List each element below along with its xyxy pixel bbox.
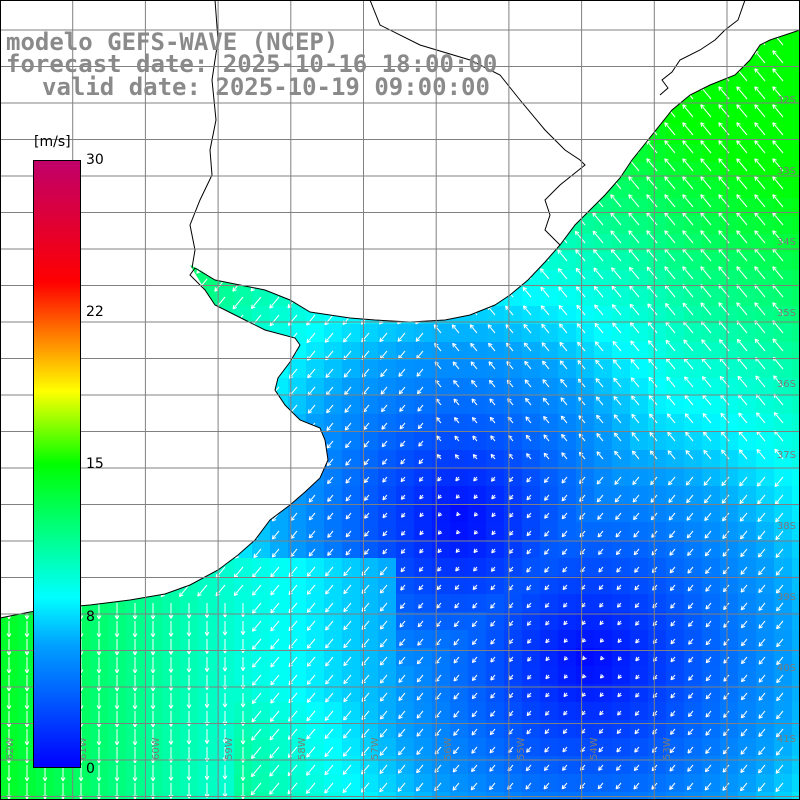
lat-label: 37S [777, 450, 796, 461]
wind-cell [792, 414, 800, 432]
wind-cell [792, 630, 800, 648]
wind-cell [792, 756, 800, 774]
wind-cell [792, 522, 800, 540]
lon-label: 54W [589, 737, 600, 760]
wind-cell [792, 216, 800, 234]
wind-cell [792, 720, 800, 738]
lon-label: 53W [662, 737, 673, 760]
wind-cell [792, 360, 800, 378]
lon-label: 60W [151, 737, 162, 760]
wind-cell [792, 180, 800, 198]
wind-cell [792, 594, 800, 612]
wind-cell [792, 486, 800, 504]
wind-cell [792, 504, 800, 522]
wind-arrow [772, 86, 784, 100]
lat-label: 39S [777, 592, 796, 603]
colorbar-tick: 8 [86, 609, 95, 625]
lat-label: 40S [777, 663, 796, 674]
wind-arrow [736, 104, 748, 118]
wind-arrow [772, 104, 784, 118]
wind-cell [792, 108, 800, 126]
wind-arrow [736, 122, 748, 136]
wind-cell [792, 198, 800, 216]
lon-label: 55W [516, 737, 527, 760]
wind-cell [792, 72, 800, 90]
wind-cell [792, 738, 800, 756]
wind-cell [792, 306, 800, 324]
wind-cell [792, 684, 800, 702]
lon-label: 58W [297, 737, 308, 760]
wind-arrow [754, 86, 766, 100]
wind-arrow [772, 122, 784, 136]
wind-cell [792, 252, 800, 270]
wind-cell [792, 342, 800, 360]
wind-arrow [682, 122, 694, 136]
wind-arrow [700, 122, 712, 136]
wind-arrow [700, 104, 712, 118]
lon-label: 56W [443, 737, 454, 760]
wind-cell [792, 324, 800, 342]
wind-cell [792, 126, 800, 144]
wind-cell [792, 162, 800, 180]
wind-cell [792, 288, 800, 306]
lat-label: 35S [777, 308, 796, 319]
wind-arrow [736, 86, 748, 100]
wind-cell [792, 612, 800, 630]
wind-cell [792, 270, 800, 288]
wind-cell [792, 54, 800, 72]
wind-arrow [772, 50, 784, 64]
wind-cell [792, 648, 800, 666]
valid-date: valid date: 2025-10-19 09:00:00 [42, 73, 490, 101]
wind-arrow [772, 68, 784, 82]
wind-cell [792, 396, 800, 414]
colorbar-unit: [m/s] [34, 134, 71, 150]
colorbar-tick: 0 [86, 761, 95, 777]
lat-label: 36S [777, 379, 796, 390]
wind-cell [792, 774, 800, 792]
wind-cell [792, 36, 800, 54]
wind-cell [792, 558, 800, 576]
wind-arrow [754, 122, 766, 136]
wind-cell [792, 234, 800, 252]
lon-label: 59W [224, 737, 235, 760]
wind-cell [792, 378, 800, 396]
lon-label: 57W [370, 737, 381, 760]
colorbar-tick: 15 [86, 456, 104, 472]
wind-cell [792, 540, 800, 558]
lat-label: 34S [777, 237, 796, 248]
lat-label: 33S [777, 166, 796, 177]
wind-cell [792, 468, 800, 486]
wind-arrow [754, 68, 766, 82]
wind-cell [792, 576, 800, 594]
colorbar-tick: 30 [86, 152, 104, 168]
wind-cell [792, 432, 800, 450]
lon-label: 62W [5, 737, 16, 760]
wind-arrow [754, 104, 766, 118]
colorbar [33, 160, 81, 768]
lat-label: 32S [777, 95, 796, 106]
wind-cell [792, 702, 800, 720]
colorbar-tick: 22 [86, 304, 104, 320]
wind-cell [792, 90, 800, 108]
lat-label: 41S [777, 734, 796, 745]
wind-arrow [682, 104, 694, 118]
wind-arrow [664, 122, 676, 136]
wind-cell [792, 450, 800, 468]
wind-cell [792, 666, 800, 684]
wind-cell [792, 144, 800, 162]
lat-label: 38S [777, 521, 796, 532]
